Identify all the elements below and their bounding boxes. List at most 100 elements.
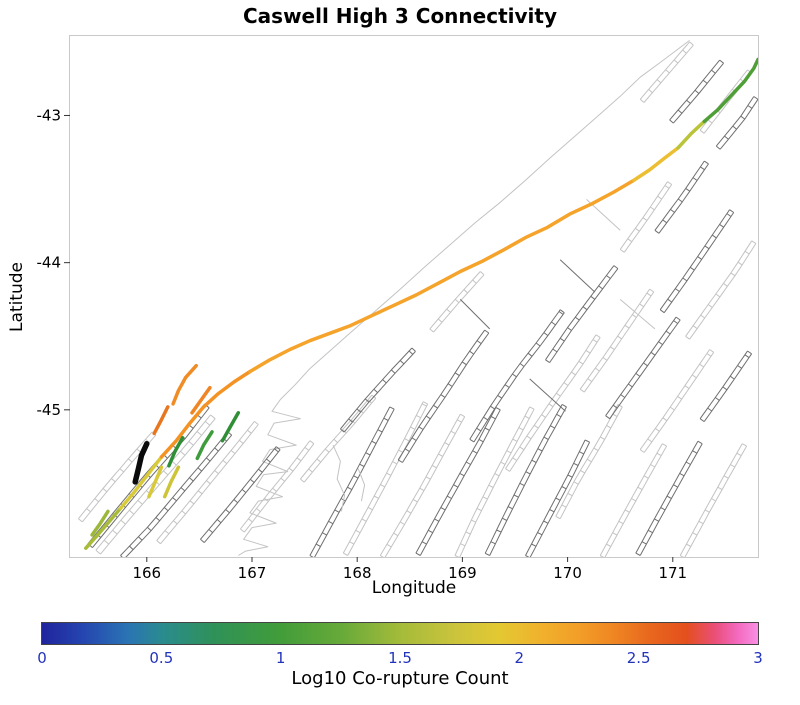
x-tick-label: 169: [448, 564, 477, 582]
fault-trace: [238, 40, 690, 556]
main-trace-sw-tail: [84, 506, 123, 550]
fault-trace-offset: [314, 408, 395, 557]
fault-trace-offset: [555, 404, 619, 517]
fault-trace-offset: [203, 449, 281, 543]
fault-segment-ties: [639, 349, 714, 453]
x-tick-label: 168: [343, 564, 372, 582]
fault-segment-ties: [715, 96, 758, 150]
fault-trace: [619, 299, 656, 330]
main-trace-central: [248, 178, 636, 374]
fault-segment-ties: [343, 401, 428, 556]
y-axis-label-wrap: Latitude: [2, 36, 32, 557]
colorbar-tick-label: 3: [753, 649, 763, 667]
fault-segment-ties: [340, 347, 416, 433]
fault-trace-offset: [343, 351, 416, 433]
x-tick-label: 166: [132, 564, 161, 582]
fault-trace: [379, 413, 461, 556]
main-trace-upper: [632, 146, 680, 182]
fault-segment-ties: [240, 440, 315, 533]
fault-segment-ties: [599, 443, 667, 557]
fault-trace: [240, 440, 311, 530]
fault-trace: [559, 406, 623, 519]
fault-trace: [659, 209, 731, 310]
colorbar-tick-label: 1.5: [388, 649, 412, 667]
fault-trace-offset: [549, 268, 619, 363]
fault-segment-ties: [469, 309, 565, 443]
fault-segment-ties: [699, 350, 752, 423]
colorbar-outline: [41, 622, 759, 645]
green-seg-1: [220, 411, 241, 443]
fault-segment-ties: [635, 440, 703, 556]
fault-trace: [599, 443, 663, 556]
fault-trace-offset: [715, 96, 755, 147]
fault-segment-ties: [545, 265, 619, 364]
fault-segment-ties: [619, 181, 672, 253]
main-trace-ne: [676, 119, 707, 150]
fault-trace-offset: [459, 408, 535, 557]
fault-segment-ties: [579, 288, 655, 393]
fault-trace-offset: [643, 352, 715, 453]
green-seg-3: [167, 436, 185, 468]
yellow-seg-1: [147, 465, 164, 499]
fault-segment-ties: [454, 406, 535, 557]
fault-segment-ties: [659, 209, 734, 314]
fault-segment-ties: [505, 334, 601, 472]
colorbar-tick-label: 0.5: [149, 649, 173, 667]
fault-trace-offset: [303, 397, 377, 483]
fault-trace-offset: [663, 212, 735, 313]
fault-trace-offset: [605, 316, 677, 416]
fault-trace: [609, 319, 681, 419]
fault-trace-offset: [604, 445, 668, 557]
fault-trace: [505, 334, 597, 469]
colorbar-label: Log10 Co-rupture Count: [291, 668, 509, 689]
source-fault-highlight: [132, 440, 150, 485]
fault-trace: [300, 394, 373, 480]
fault-trace-offset: [635, 440, 699, 554]
fault-trace: [669, 59, 721, 121]
fault-trace: [332, 444, 346, 512]
fault-trace: [654, 160, 705, 231]
fault-trace-offset: [415, 407, 497, 554]
fault-trace-offset: [643, 44, 694, 103]
fault-trace-offset: [244, 443, 315, 533]
fault-segment-ties: [78, 431, 157, 523]
fault-trace-offset: [509, 337, 601, 472]
fault-trace: [454, 406, 531, 556]
fault-segment-ties: [654, 160, 709, 234]
fault-trace: [639, 443, 703, 556]
fault-segment-ties: [484, 403, 567, 556]
fault-trace: [340, 347, 413, 430]
fault-segment-ties: [605, 316, 681, 420]
colorbar: 0 0.5 1 1.5 2 2.5 3: [37, 622, 763, 667]
fault-trace: [699, 350, 748, 419]
fault-trace: [120, 431, 229, 556]
colorbar-tick-label: 0: [37, 649, 47, 667]
fault-segment-ties: [380, 413, 465, 557]
plot-frame: [69, 35, 759, 558]
fault-trace: [719, 99, 758, 150]
fault-segment-ties: [415, 407, 501, 556]
fault-trace-offset: [484, 404, 563, 554]
fault-trace-offset: [92, 407, 210, 548]
fault-trace: [78, 431, 153, 520]
colorbar-tick-label: 1: [276, 649, 286, 667]
main-trace-sw: [118, 455, 164, 511]
fault-segment-ties: [397, 329, 490, 463]
orange-arc-3: [152, 405, 170, 436]
fault-segment-ties: [95, 414, 216, 555]
fault-trace: [100, 418, 216, 555]
fault-network: [78, 40, 758, 557]
fault-segment-ties: [309, 406, 395, 557]
fault-trace: [529, 378, 566, 412]
fault-segment-ties: [156, 421, 259, 545]
fault-segment-ties: [685, 240, 757, 340]
fault-trace: [679, 443, 743, 556]
fault-trace-offset: [685, 240, 753, 337]
yellowgreen-seg: [90, 509, 110, 537]
fault-trace: [469, 309, 561, 440]
fault-trace: [357, 468, 366, 502]
y-tick-label: -45: [37, 401, 62, 419]
fault-trace-offset: [473, 312, 565, 443]
